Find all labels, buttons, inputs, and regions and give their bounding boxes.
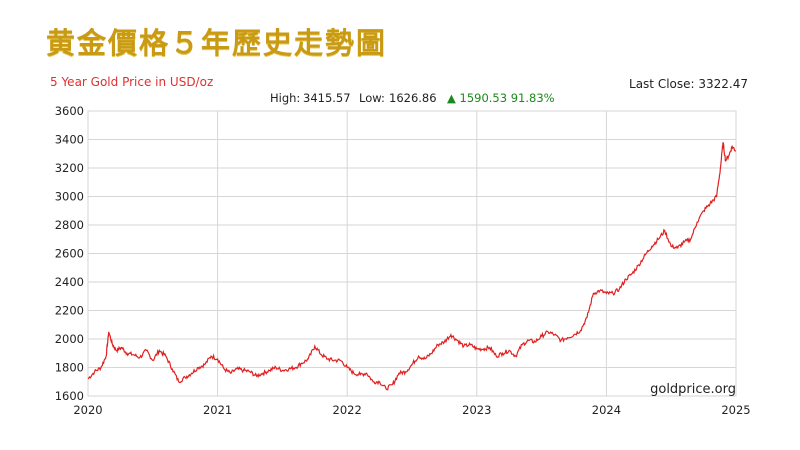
y-tick-label: 3000 <box>55 190 84 204</box>
stats-low-value: 1626.86 <box>389 91 437 105</box>
x-tick-label: 2020 <box>73 403 102 417</box>
y-tick-label: 1800 <box>55 361 84 375</box>
x-tick-label: 2025 <box>721 403 750 417</box>
x-tick-label: 2024 <box>592 403 621 417</box>
stats-high-label: High: <box>270 91 300 105</box>
chart-grid <box>87 110 737 397</box>
x-tick-label: 2021 <box>203 403 232 417</box>
x-axis-ticks: 2020 2021 2022 2023 2024 2025 <box>73 403 750 417</box>
x-tick-label: 2022 <box>333 403 362 417</box>
stats-change-value: ▲ 1590.53 91.83% <box>447 91 555 105</box>
y-tick-label: 2200 <box>55 304 84 318</box>
watermark: goldprice.org <box>650 382 736 397</box>
stats-high-value: 3415.57 <box>303 91 351 105</box>
stats-line: High: 3415.57 Low: 1626.86 ▲ 1590.53 91.… <box>270 91 555 105</box>
y-tick-label: 2800 <box>55 218 84 232</box>
x-tick-label: 2023 <box>462 403 491 417</box>
y-tick-label: 3600 <box>55 104 84 118</box>
y-tick-label: 3400 <box>55 133 84 147</box>
y-tick-label: 2400 <box>55 275 84 289</box>
page-title: 黄金價格５年歷史走勢圖 <box>46 26 388 60</box>
last-close-label: Last Close: 3322.47 <box>629 77 748 91</box>
y-tick-label: 3200 <box>55 161 84 175</box>
gold-price-line <box>87 142 736 391</box>
y-axis-ticks: 1600 1800 2000 2200 2400 2600 2800 3000 3200 3400… <box>55 104 84 403</box>
y-tick-label: 2000 <box>55 332 84 346</box>
chart-subtitle: 5 Year Gold Price in USD/oz <box>50 75 213 89</box>
stats-low-label: Low: <box>359 91 385 105</box>
y-tick-label: 2600 <box>55 247 84 261</box>
y-tick-label: 1600 <box>55 389 84 403</box>
